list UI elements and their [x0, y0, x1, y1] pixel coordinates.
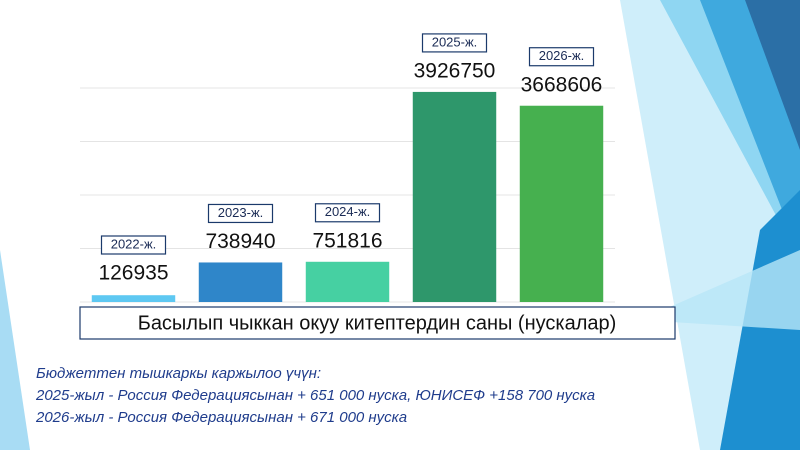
- value-label: 3926750: [414, 59, 496, 82]
- category-label: 2026-ж.: [539, 48, 585, 63]
- title-box: [79, 306, 676, 340]
- value-label: 738940: [205, 230, 275, 253]
- category-box: [207, 203, 274, 224]
- bar: [305, 261, 390, 302]
- bar: [91, 295, 176, 302]
- category-label: 2024-ж.: [325, 204, 371, 219]
- category-box: [528, 47, 595, 67]
- note: 2025-жыл - Россия Федерациясынан + 651 0…: [35, 387, 595, 404]
- category-box: [314, 203, 381, 223]
- category-box: [421, 33, 488, 53]
- bar: [198, 262, 283, 302]
- category-label: 2022-ж.: [111, 236, 157, 251]
- bar: [519, 105, 604, 302]
- note: Бюджеттен тышкаркы каржылоо үчүн:: [36, 365, 321, 382]
- category-box: [100, 235, 167, 255]
- bar: [412, 91, 497, 302]
- chart-title: Басылып чыккан окуу китептердин саны (ну…: [138, 312, 617, 334]
- category-label: 2025-ж.: [432, 34, 478, 49]
- value-label: 751816: [312, 229, 382, 252]
- value-label: 3668606: [521, 73, 603, 96]
- value-label: 126935: [98, 262, 168, 285]
- category-label: 2023-ж.: [218, 205, 264, 220]
- note: 2026-жыл - Россия Федерациясынан + 671 0…: [35, 409, 407, 426]
